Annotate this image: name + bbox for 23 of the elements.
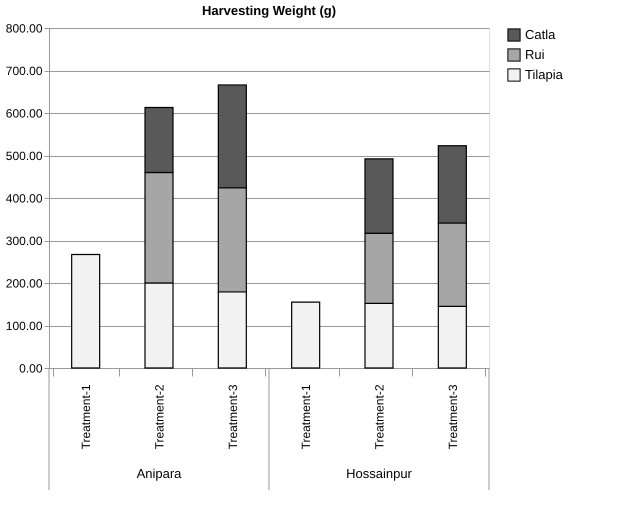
y-tick-label: 400.00	[6, 192, 43, 206]
text: Hossainpur	[346, 466, 413, 481]
x-tick-label: Treatment-2	[152, 384, 166, 450]
y-tick-label: 0.00	[19, 362, 43, 376]
x-tick-label: Treatment-2	[372, 384, 386, 450]
y-tick-label: 800.00	[6, 22, 43, 36]
y-tick-label: 300.00	[6, 234, 43, 248]
x-tick-label: Treatment-1	[79, 384, 94, 450]
legend-label: Rui	[525, 47, 545, 62]
bar	[71, 254, 100, 369]
y-tick-label: 100.00	[6, 319, 43, 333]
text: Anipara	[136, 466, 182, 481]
legend-label: Catla	[525, 27, 556, 42]
bar	[291, 302, 320, 369]
y-tick-label: 500.00	[6, 149, 43, 163]
x-tick-label: Treatment-3	[226, 384, 240, 450]
y-tick-label: 600.00	[6, 106, 43, 120]
chart-title: Harvesting Weight (g)	[202, 3, 336, 18]
y-tick-label: 200.00	[6, 276, 43, 290]
x-tick-label: Treatment-3	[446, 384, 460, 450]
x-tick-label: Treatment-1	[299, 384, 314, 450]
legend-label: Tilapia	[525, 67, 564, 82]
y-tick-label: 700.00	[6, 64, 43, 78]
